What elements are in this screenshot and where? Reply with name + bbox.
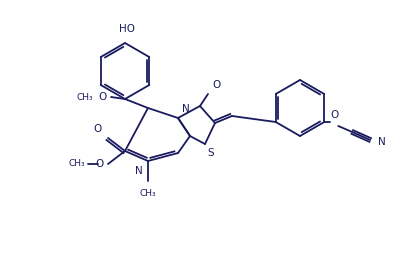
Text: CH₃: CH₃ [140, 189, 156, 198]
Text: HO: HO [119, 24, 135, 34]
Text: S: S [207, 148, 214, 158]
Text: N: N [182, 104, 190, 114]
Text: N: N [378, 137, 386, 147]
Text: O: O [212, 80, 220, 90]
Text: O: O [96, 159, 104, 169]
Text: N: N [135, 166, 143, 176]
Text: CH₃: CH₃ [76, 92, 93, 101]
Text: O: O [94, 124, 102, 134]
Text: O: O [330, 110, 338, 120]
Text: O: O [99, 92, 107, 102]
Text: CH₃: CH₃ [68, 158, 85, 167]
